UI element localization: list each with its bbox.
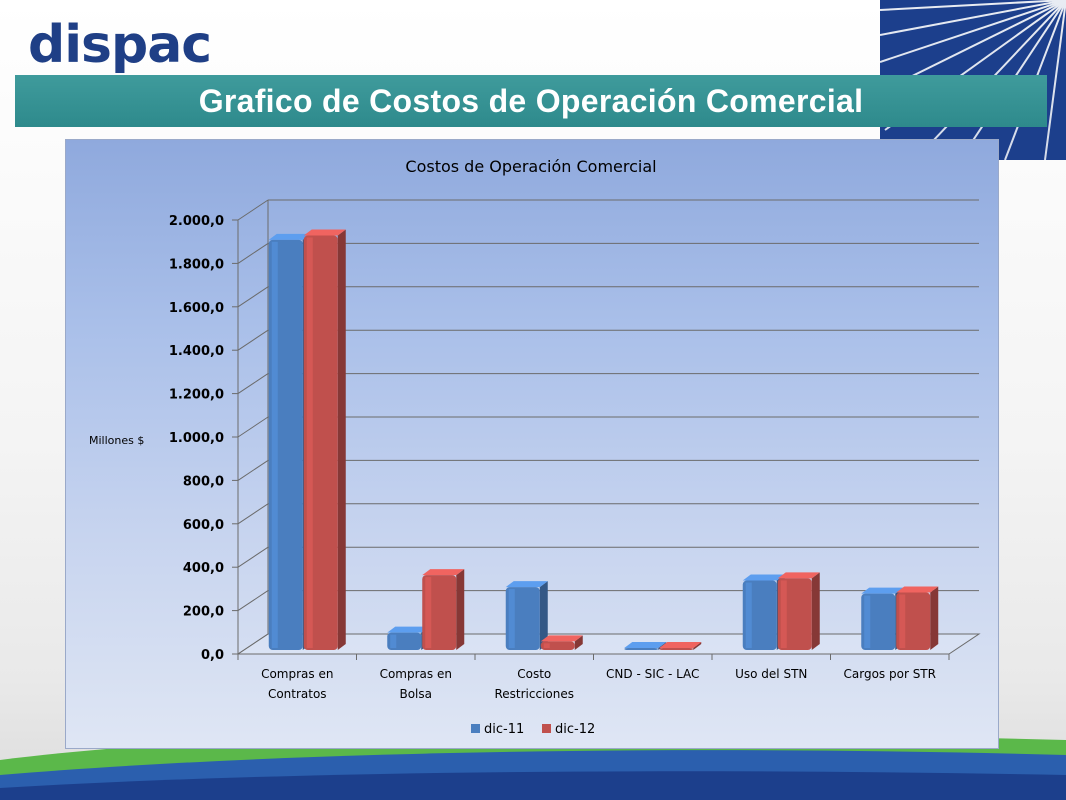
y-tick-label: 1.800,0 — [169, 257, 224, 272]
x-tick-label: CND - SIC - LAC — [606, 667, 699, 681]
bar-dic-11-2 — [505, 581, 548, 650]
bar-top — [861, 587, 904, 594]
bar-dic-12-1 — [422, 569, 465, 650]
gridline-depth — [237, 286, 269, 308]
bar-side — [693, 642, 702, 650]
gridline-depth — [237, 503, 269, 525]
bar-dic-11-4 — [742, 574, 785, 650]
x-tick-label: Costo — [517, 667, 551, 681]
bar-top — [422, 569, 465, 576]
gridline-depth — [237, 546, 269, 568]
y-tick-label: 2.000,0 — [169, 214, 224, 229]
x-tick-label: Contratos — [268, 687, 327, 701]
legend-swatch-dic-11 — [471, 724, 480, 733]
bar-top — [540, 635, 583, 642]
logo-registered-mark: ® — [169, 38, 175, 47]
y-tick-label: 200,0 — [183, 605, 224, 620]
bar-highlight — [899, 594, 906, 648]
y-tick-label: 400,0 — [183, 561, 224, 576]
chart-frame: 0,0 200,0 400,0 600,0 800,0 1.000,0 1.200,0 1.4… — [65, 139, 999, 749]
bar-side — [456, 569, 465, 650]
bar-top — [624, 642, 667, 648]
bar-side — [811, 572, 820, 650]
bar-dic-12-0 — [303, 229, 346, 650]
bar-dic-12-5 — [896, 586, 939, 650]
bar-dic-12-3 — [659, 642, 702, 650]
logo-text: dispac — [28, 15, 212, 75]
y-tick-label: 1.200,0 — [169, 388, 224, 403]
bar-dic-12-2 — [540, 635, 583, 650]
bar-top — [777, 572, 820, 579]
bar-top — [268, 233, 311, 240]
gridline-depth — [237, 242, 269, 264]
y-tick-label: 1.400,0 — [169, 344, 224, 359]
bottom-decoration — [0, 732, 1066, 800]
x-tick-label: Compras en — [380, 667, 452, 681]
x-tick-label: Restricciones — [494, 687, 574, 701]
bar-top — [387, 626, 430, 633]
bar-highlight — [543, 643, 550, 648]
gridline-depth — [237, 590, 269, 612]
legend-label-dic-11: dic-11 — [484, 722, 524, 737]
gridline-depth — [237, 373, 269, 395]
bar-highlight — [508, 589, 515, 648]
x-tick-label: Compras en — [261, 667, 333, 681]
y-tick-label: 1.000,0 — [169, 431, 224, 446]
y-axis-title: Millones $ — [89, 434, 144, 447]
y-tick-label: 600,0 — [183, 518, 224, 533]
bar-front — [624, 648, 659, 650]
gridline-depth — [237, 459, 269, 481]
bar-dic-12-4 — [777, 572, 820, 650]
bar-side — [337, 229, 346, 650]
bar-highlight — [745, 582, 752, 648]
gridline-depth — [237, 329, 269, 351]
bar-highlight — [425, 577, 432, 648]
chart-title: Costos de Operación Comercial — [405, 157, 656, 176]
bar-highlight — [306, 237, 313, 648]
page-title: Grafico de Costos de Operación Comercial — [198, 82, 864, 119]
bar-highlight — [864, 595, 871, 648]
bar-side — [574, 635, 583, 650]
gridline-depth — [237, 199, 269, 221]
bar-top — [742, 574, 785, 581]
x-tick-label: Uso del STN — [735, 667, 807, 681]
y-tick-label: 800,0 — [183, 474, 224, 489]
y-tick-label: 0,0 — [201, 648, 224, 663]
bar-side — [930, 586, 939, 650]
x-tick-label: Bolsa — [399, 687, 432, 701]
bar-top — [505, 581, 548, 588]
legend-swatch-dic-12 — [542, 724, 551, 733]
bar-highlight — [271, 241, 278, 648]
legend-label-dic-12: dic-12 — [555, 722, 595, 737]
bar-highlight — [390, 634, 397, 648]
y-tick-label: 1.600,0 — [169, 301, 224, 316]
bar-front — [659, 648, 694, 650]
bar-side — [539, 581, 548, 650]
x-tick-label: Cargos por STR — [844, 667, 936, 681]
title-bar: Grafico de Costos de Operación Comercial — [15, 75, 1047, 127]
gridline-depth — [237, 416, 269, 438]
bar-highlight — [780, 580, 787, 648]
bar-top — [303, 229, 346, 236]
dispac-logo: dispac ® — [28, 12, 212, 78]
bar-chart: 0,0 200,0 400,0 600,0 800,0 1.000,0 1.200,0 1.4… — [89, 157, 981, 737]
legend: dic-11 dic-12 — [471, 722, 595, 737]
bar-top — [896, 586, 939, 593]
bar-top — [659, 642, 702, 648]
